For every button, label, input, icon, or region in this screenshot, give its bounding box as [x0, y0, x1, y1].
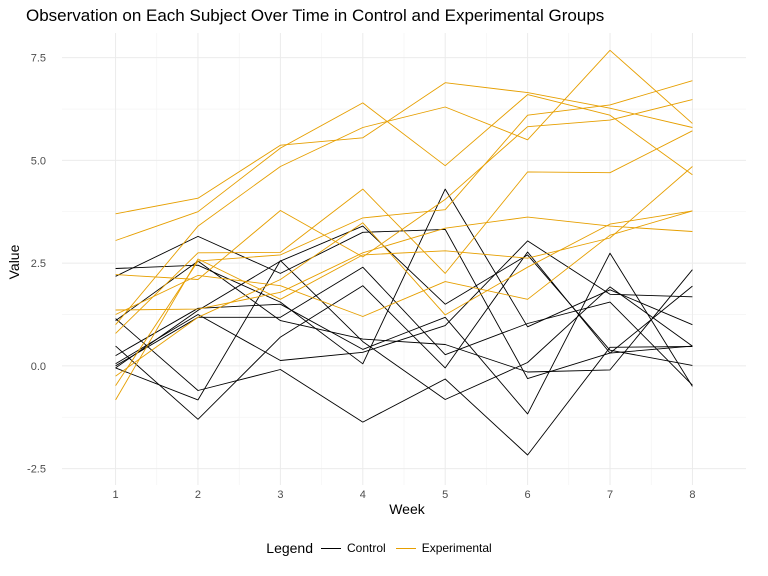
experimental-series-line-1	[115, 82, 693, 215]
x-tick-label: 4	[360, 489, 366, 501]
legend-label-experimental: Experimental	[421, 541, 492, 555]
legend: Legend Control Experimental	[0, 540, 768, 556]
legend-item-control: Control	[321, 541, 386, 555]
experimental-series-line-5	[115, 130, 693, 334]
experimental-series-line-7	[115, 216, 693, 311]
control-series-line-9	[115, 266, 693, 386]
legend-title: Legend	[266, 540, 313, 556]
experimental-series-line-3	[115, 49, 693, 325]
control-series-line-8	[115, 252, 693, 415]
x-tick-labels: 1 2 3 4 5 6 7 8	[113, 489, 696, 501]
y-tick-label: 0.0	[31, 361, 46, 373]
x-tick-label: 5	[442, 489, 448, 501]
x-tick-label: 3	[277, 489, 283, 501]
legend-item-experimental: Experimental	[395, 541, 492, 555]
experimental-series-line-2	[115, 94, 693, 241]
control-series-line-7	[115, 260, 693, 373]
y-tick-labels: -2.5 0.0 2.5 5.0 7.5	[27, 53, 46, 476]
control-series-line-1	[115, 318, 693, 456]
x-tick-label: 2	[195, 489, 201, 501]
control-series-line-4	[115, 251, 693, 420]
x-axis-title: Week	[389, 501, 426, 517]
control-series-line-5	[115, 225, 693, 369]
experimental-series-line-6	[115, 80, 693, 386]
experimental-series-line-10	[115, 210, 693, 377]
x-tick-label: 7	[607, 489, 613, 501]
grid-lines	[62, 33, 746, 485]
y-tick-label: -2.5	[27, 464, 46, 476]
x-tick-label: 1	[113, 489, 119, 501]
experimental-series-line-4	[115, 99, 693, 280]
control-series-line-2	[115, 240, 693, 365]
legend-key-experimental	[395, 547, 416, 549]
legend-key-control	[321, 547, 341, 549]
y-axis-title: Value	[6, 244, 22, 279]
x-tick-label: 6	[525, 489, 531, 501]
control-series-line-10	[115, 260, 693, 401]
y-tick-label: 5.0	[31, 155, 46, 167]
experimental-series-line-8	[115, 210, 693, 317]
series-lines	[115, 49, 693, 456]
chart-title: Observation on Each Subject Over Time in…	[26, 6, 605, 25]
x-tick-label: 8	[689, 489, 695, 501]
y-tick-label: 2.5	[31, 258, 46, 270]
y-tick-label: 7.5	[31, 53, 46, 65]
legend-label-control: Control	[347, 541, 386, 555]
experimental-series-line-9	[115, 166, 693, 401]
